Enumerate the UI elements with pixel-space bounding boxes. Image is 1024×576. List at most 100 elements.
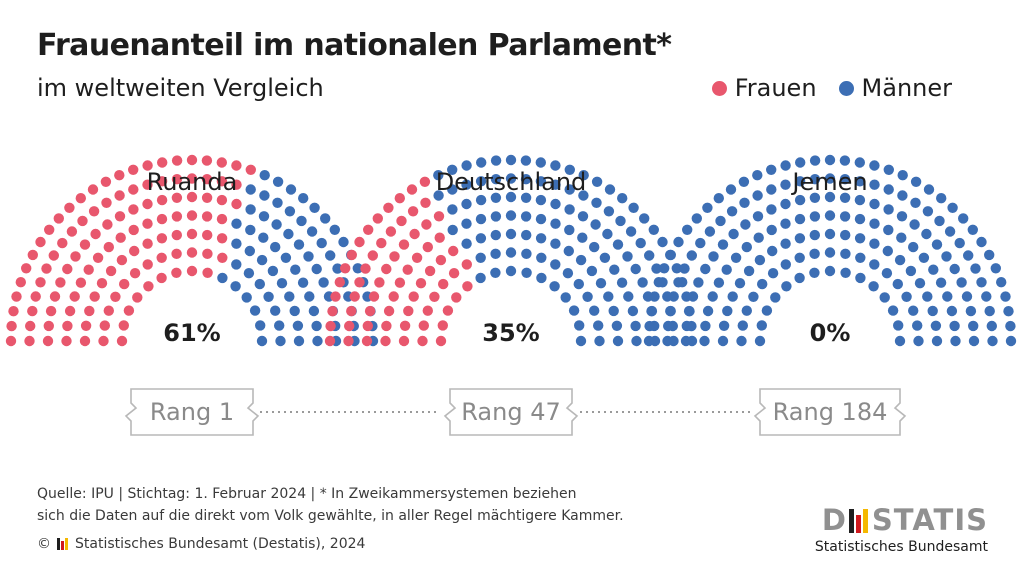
seat-frauen bbox=[156, 272, 167, 284]
seat-maenner bbox=[1003, 306, 1014, 317]
seat-frauen bbox=[461, 259, 472, 270]
seat-frauen bbox=[55, 277, 66, 288]
seat-frauen bbox=[25, 320, 36, 332]
seat-frauen bbox=[418, 320, 429, 331]
seat-maenner bbox=[643, 335, 655, 347]
seat-frauen bbox=[48, 250, 59, 261]
seat-maenner bbox=[754, 254, 766, 266]
seat-maenner bbox=[563, 245, 574, 257]
seat-frauen bbox=[186, 191, 198, 203]
seat-maenner bbox=[653, 277, 664, 288]
seat-maenner bbox=[599, 252, 611, 263]
seat-maenner bbox=[490, 211, 502, 222]
seat-frauen bbox=[116, 335, 128, 347]
seat-maenner bbox=[249, 305, 261, 316]
seat-maenner bbox=[913, 335, 924, 347]
seat-maenner bbox=[961, 291, 973, 302]
legend-item-frauen: Frauen bbox=[711, 74, 817, 102]
seat-frauen bbox=[99, 320, 111, 331]
seat-maenner bbox=[954, 237, 965, 249]
seat-frauen bbox=[330, 291, 341, 302]
seat-maenner bbox=[309, 202, 320, 213]
seat-maenner bbox=[461, 179, 472, 190]
seat-maenner bbox=[274, 320, 285, 331]
seat-maenner bbox=[505, 173, 517, 184]
seat-maenner bbox=[244, 245, 255, 257]
seat-frauen bbox=[217, 252, 228, 263]
seat-maenner bbox=[293, 239, 305, 250]
seat-maenner bbox=[780, 259, 791, 270]
rank-box bbox=[443, 388, 579, 436]
seat-maenner bbox=[603, 291, 614, 302]
seat-maenner bbox=[941, 251, 952, 262]
seat-maenner bbox=[738, 176, 750, 187]
seat-maenner bbox=[757, 278, 768, 290]
seat-maenner bbox=[695, 237, 706, 249]
seat-frauen bbox=[129, 268, 141, 279]
seat-maenner bbox=[687, 291, 699, 302]
seat-frauen bbox=[35, 236, 46, 248]
seat-maenner bbox=[490, 229, 501, 241]
seat-maenner bbox=[912, 320, 923, 331]
copyright-symbol: © bbox=[37, 536, 51, 552]
seat-frauen bbox=[142, 238, 153, 249]
seat-maenner bbox=[263, 291, 274, 302]
seat-maenner bbox=[308, 305, 320, 317]
seat-frauen bbox=[83, 264, 94, 275]
seat-maenner bbox=[682, 224, 693, 235]
seat-frauen bbox=[53, 213, 64, 224]
seat-maenner bbox=[520, 192, 532, 203]
seat-maenner bbox=[673, 236, 684, 248]
seat-maenner bbox=[809, 267, 820, 278]
seat-maenner bbox=[550, 218, 561, 229]
seat-maenner bbox=[931, 335, 943, 347]
seat-maenner bbox=[505, 210, 517, 221]
legend-label-maenner: Männer bbox=[861, 74, 952, 102]
seat-frauen bbox=[334, 277, 345, 288]
seat-maenner bbox=[702, 305, 714, 317]
seat-frauen bbox=[186, 173, 198, 184]
seat-frauen bbox=[402, 264, 413, 275]
seat-maenner bbox=[894, 254, 906, 266]
seat-maenner bbox=[986, 320, 997, 332]
seat-maenner bbox=[869, 198, 880, 210]
seat-maenner bbox=[766, 204, 777, 215]
seat-frauen bbox=[142, 179, 153, 190]
logo-text-right: STATIS bbox=[871, 503, 988, 537]
seat-frauen bbox=[143, 281, 154, 292]
seat-maenner bbox=[894, 335, 906, 347]
seat-frauen bbox=[142, 259, 153, 270]
seat-maenner bbox=[767, 245, 778, 257]
seat-maenner bbox=[699, 335, 710, 347]
seat-maenner bbox=[881, 268, 893, 279]
seat-frauen bbox=[128, 184, 139, 195]
seat-frauen bbox=[8, 306, 19, 317]
seat-maenner bbox=[839, 211, 851, 222]
seat-frauen bbox=[340, 263, 351, 274]
seat-maenner bbox=[927, 305, 938, 317]
seat-frauen bbox=[80, 320, 92, 331]
seat-frauen bbox=[186, 228, 198, 240]
seat-frauen bbox=[88, 206, 100, 217]
seat-frauen bbox=[128, 224, 139, 236]
seat-maenner bbox=[987, 335, 998, 347]
seat-maenner bbox=[780, 218, 791, 229]
seat-maenner bbox=[595, 278, 607, 289]
seat-maenner bbox=[976, 236, 987, 248]
seat-maenner bbox=[231, 218, 242, 229]
seat-maenner bbox=[976, 277, 987, 288]
seat-maenner bbox=[231, 259, 242, 270]
seat-maenner bbox=[284, 291, 295, 302]
seat-frauen bbox=[64, 202, 75, 213]
seat-maenner bbox=[752, 211, 764, 222]
seat-maenner bbox=[928, 264, 939, 275]
seat-maenner bbox=[550, 179, 561, 190]
seat-maenner bbox=[949, 263, 960, 275]
seat-maenner bbox=[839, 192, 851, 203]
seat-maenner bbox=[611, 320, 623, 331]
seat-frauen bbox=[157, 157, 168, 168]
seat-frauen bbox=[114, 190, 125, 201]
seat-maenner bbox=[965, 305, 977, 317]
seat-maenner bbox=[887, 305, 899, 316]
seat-frauen bbox=[421, 219, 432, 230]
